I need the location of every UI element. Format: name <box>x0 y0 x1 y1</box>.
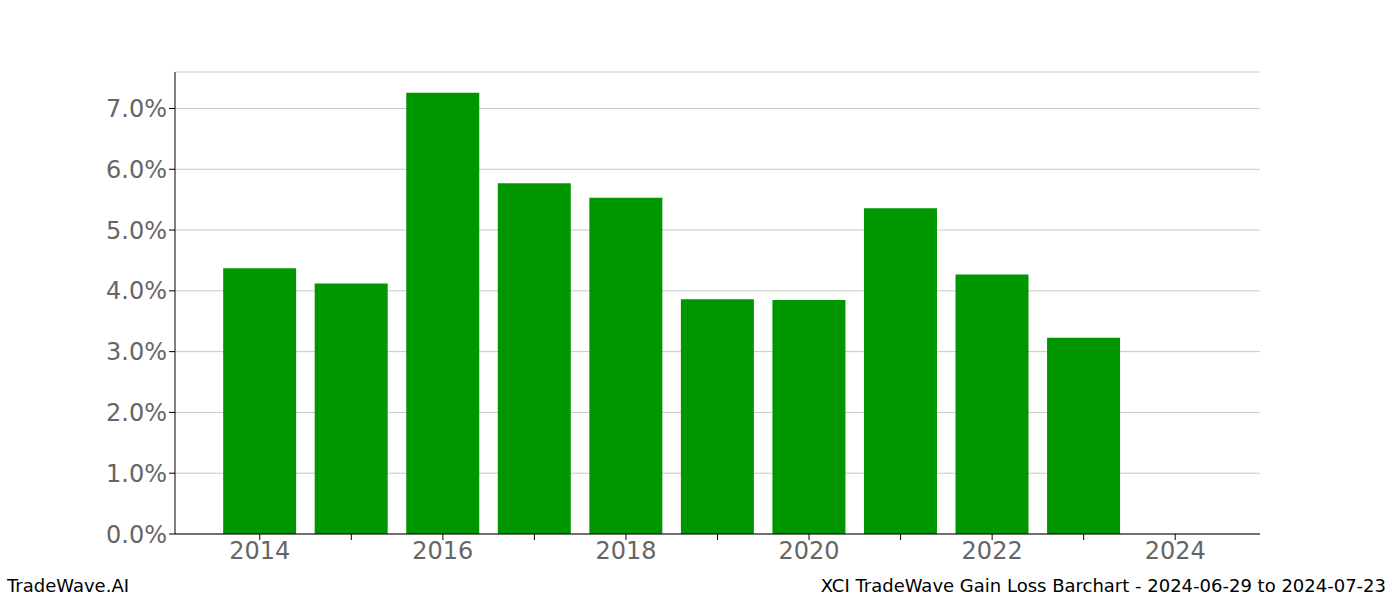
html-text:TradeWave.AI: TradeWave.AI <box>7 575 129 596</box>
svg-text:6.0%: 6.0% <box>106 156 167 184</box>
svg-text:2.0%: 2.0% <box>106 399 167 427</box>
svg-text:7.0%: 7.0% <box>106 95 167 123</box>
svg-text:4.0%: 4.0% <box>106 277 167 305</box>
svg-text:2024: 2024 <box>1145 537 1206 565</box>
svg-text:0.0%: 0.0% <box>106 521 167 549</box>
svg-text:1.0%: 1.0% <box>106 460 167 488</box>
svg-text:2018: 2018 <box>595 537 656 565</box>
svg-text:2022: 2022 <box>962 537 1023 565</box>
svg-text:2014: 2014 <box>229 537 290 565</box>
html-text:XCI TradeWave Gain Loss Barcha: XCI TradeWave Gain Loss Barchart - 2024-… <box>820 575 1386 596</box>
svg-text:2016: 2016 <box>412 537 473 565</box>
svg-text:3.0%: 3.0% <box>106 338 167 366</box>
svg-text:5.0%: 5.0% <box>106 217 167 245</box>
svg-text:2020: 2020 <box>779 537 840 565</box>
